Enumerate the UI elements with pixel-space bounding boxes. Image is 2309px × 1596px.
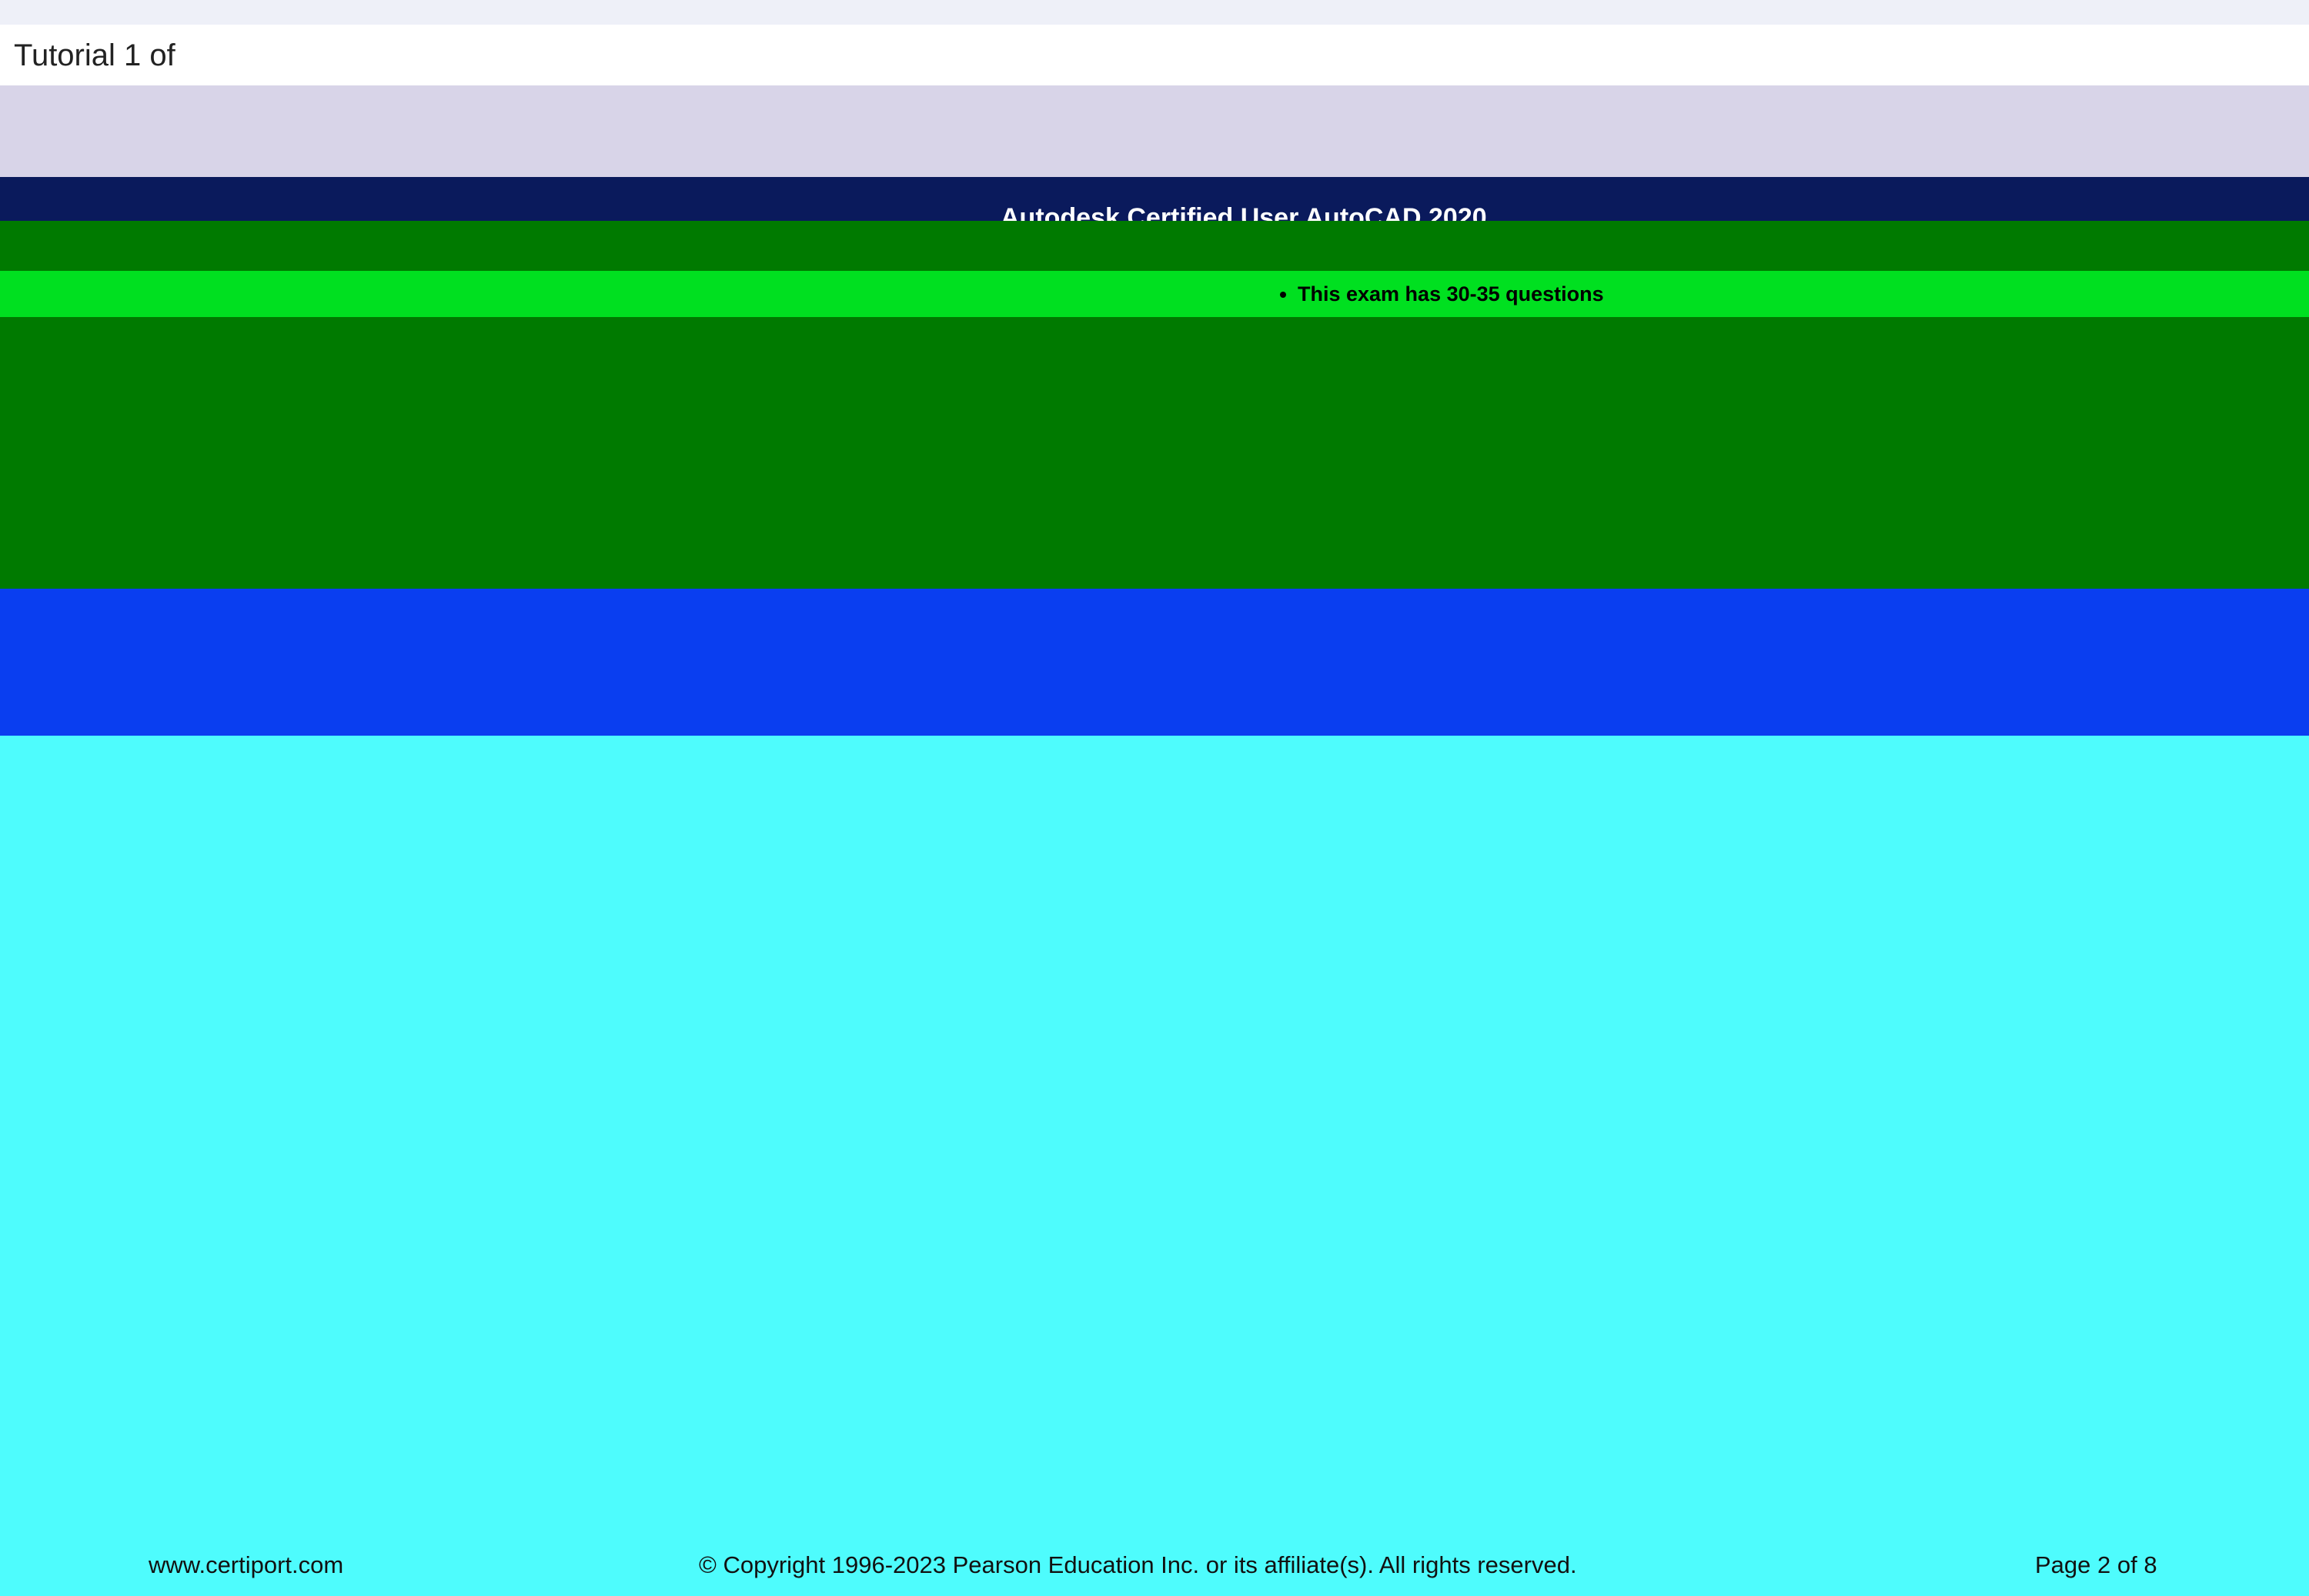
highlight-strip <box>0 271 2309 317</box>
top-strip <box>0 0 2309 25</box>
exam-header-bar: Autodesk Certified User AutoCAD 2020 <box>0 177 2309 232</box>
instructions-band <box>0 589 2309 736</box>
footer-copyright: © Copyright 1996-2023 Pearson Education … <box>699 1551 1577 1578</box>
exam-info-list: This exam has 30-35 questions <box>1270 282 1604 306</box>
tab-title: Tutorial 1 of <box>14 38 175 72</box>
exam-info-item: This exam has 30-35 questions <box>1298 282 1604 306</box>
footer-page: Page 2 of 8 <box>2035 1551 2157 1578</box>
footer-website: www.certiport.com <box>149 1551 344 1578</box>
title-bar: Tutorial 1 of <box>0 25 2309 85</box>
toolbar <box>0 85 2309 177</box>
page-body: www.certiport.com © Copyright 1996-2023 … <box>0 736 2309 1596</box>
content-area: This exam has 30-35 questions <box>0 221 2309 589</box>
